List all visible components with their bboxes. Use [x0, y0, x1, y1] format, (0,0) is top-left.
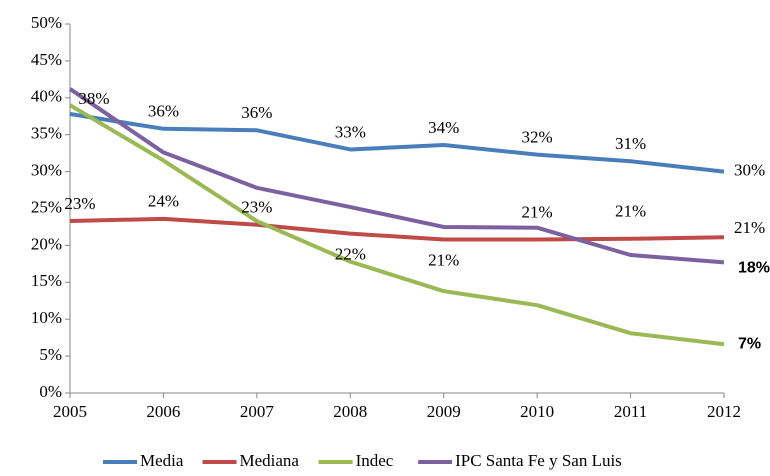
- y-tick-label: 0%: [39, 382, 62, 401]
- y-tick-label: 15%: [31, 271, 62, 290]
- data-label: 38%: [78, 89, 109, 108]
- x-tick-label: 2007: [240, 402, 275, 421]
- data-label: 31%: [615, 134, 646, 153]
- data-label: 32%: [522, 128, 553, 147]
- series-line: [68, 87, 725, 265]
- y-tick-label: 5%: [39, 345, 62, 364]
- legend-label: IPC Santa Fe y San Luis: [455, 451, 622, 470]
- data-label: 7%: [738, 336, 761, 353]
- data-label: 36%: [148, 102, 179, 121]
- y-tick-label: 35%: [31, 124, 62, 143]
- data-label: 18%: [738, 260, 770, 277]
- series-line: [69, 112, 725, 174]
- y-tick-label: 10%: [31, 308, 62, 327]
- data-label: 24%: [148, 192, 179, 211]
- y-tick-label: 40%: [31, 87, 62, 106]
- data-label: 36%: [241, 103, 272, 122]
- data-label: 34%: [428, 118, 459, 137]
- data-label: 23%: [241, 198, 272, 217]
- data-label: 21%: [428, 250, 459, 269]
- x-tick-label: 2005: [53, 402, 87, 421]
- x-tick-label: 2006: [146, 402, 180, 421]
- data-label: 30%: [734, 161, 765, 180]
- data-label: 22%: [335, 244, 366, 263]
- legend-label: Indec: [356, 451, 394, 470]
- y-tick-label: 25%: [31, 197, 62, 216]
- y-tick-label: 50%: [31, 13, 62, 32]
- x-tick-label: 2008: [333, 402, 367, 421]
- data-label: 21%: [734, 218, 765, 237]
- x-tick-label: 2010: [520, 402, 554, 421]
- y-tick-label: 20%: [31, 234, 62, 253]
- y-tick-label: 45%: [31, 50, 62, 69]
- legend-label: Mediana: [240, 451, 300, 470]
- series-line: [68, 103, 725, 347]
- y-tick-label: 30%: [31, 161, 62, 180]
- data-label: 21%: [615, 202, 646, 221]
- x-tick-label: 2011: [614, 402, 647, 421]
- x-tick-label: 2009: [427, 402, 461, 421]
- legend-label: Media: [140, 451, 184, 470]
- data-label: 33%: [335, 122, 366, 141]
- x-tick-label: 2012: [707, 402, 741, 421]
- series-line: [69, 216, 725, 242]
- data-label: 21%: [522, 202, 553, 221]
- data-label: 23%: [64, 194, 95, 213]
